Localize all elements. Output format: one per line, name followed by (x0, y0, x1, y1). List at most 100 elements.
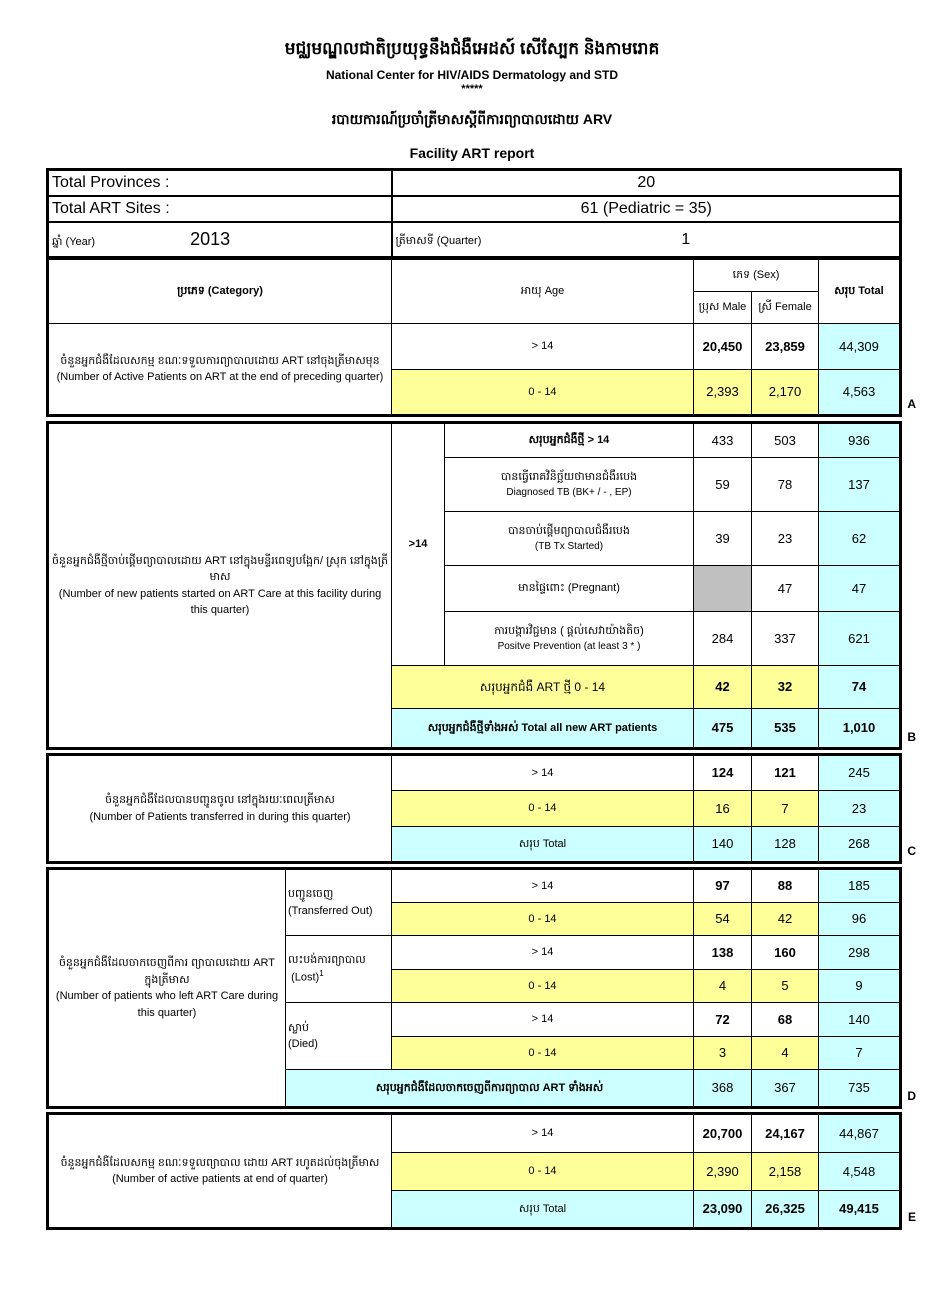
a-label: ចំនួនអ្នកជំងឺដែលសកម្ម ខណៈទទួលការព្យាបាលដ… (47, 323, 392, 416)
b-row-label: មានផ្ទៃពោះ (Pregnant) (444, 565, 694, 612)
section-letter: C (907, 844, 916, 858)
section-b: ចំនួនអ្នកជំងឺថ្មីចាប់ផ្តើមព្យាបាលដោយ ART… (46, 421, 916, 750)
b-female: 23 (751, 511, 819, 566)
age-child: 0 - 14 (391, 1152, 694, 1191)
year-label: ឆ្នាំ (Year) (52, 236, 96, 249)
a-label-km: ចំនួនអ្នកជំងឺដែលសកម្ម ខណៈទទួលការព្យាបាលដ… (60, 354, 380, 367)
d-male: 72 (693, 1002, 752, 1037)
age-child: 0 - 14 (391, 369, 694, 416)
b-child-male: 42 (693, 665, 752, 709)
a-child-total: 4,563 (818, 369, 901, 416)
e-child-female: 2,158 (751, 1152, 819, 1191)
age-child: 0 - 14 (391, 1036, 694, 1070)
b-child-female: 32 (751, 665, 819, 709)
d-group-label-km: ស្លាប់ (288, 1021, 309, 1034)
sites-label: Total ART Sites : (46, 195, 393, 223)
d-male: 4 (693, 969, 752, 1003)
col-male: ប្រុស Male (693, 291, 752, 324)
section-d: ចំនួនអ្នកជំងឺដែលចាកចេញពីការ ព្យាបាលដោយ A… (46, 867, 916, 1109)
c-adult-total: 245 (818, 754, 901, 791)
c-child-male: 16 (693, 790, 752, 827)
b-row-label: សរុបអ្នកជំងឺថ្មី > 14 (444, 422, 694, 458)
section-e: ចំនួនអ្នកជំងឺដែលសកម្ម ខណៈទទួលព្យាបាល ដោយ… (46, 1112, 916, 1230)
section-letter: E (907, 1210, 916, 1224)
b-total: 621 (818, 611, 901, 666)
d-male: 97 (693, 868, 752, 903)
c-adult-female: 121 (751, 754, 819, 791)
b-total-female: 535 (751, 708, 819, 749)
b-age: >14 (391, 422, 445, 666)
d-group-label-en: (Transferred Out) (288, 904, 373, 917)
col-sex: ភេទ (Sex) (692, 257, 820, 292)
b-child-label: សរុបអ្នកជំងឺ ART ថ្មី 0 - 14 (391, 665, 694, 709)
d-group-label-en: (Died) (288, 1038, 318, 1050)
c-child-total: 23 (818, 790, 901, 827)
d-female: 4 (751, 1036, 819, 1070)
e-label: ចំនួនអ្នកជំងឺដែលសកម្ម ខណៈទទួលព្យាបាល ដោយ… (47, 1113, 392, 1229)
report-title: Facility ART report (409, 145, 535, 161)
section-letter: A (907, 397, 916, 411)
col-category: ប្រភេទ (Category) (47, 257, 392, 324)
d-male: 54 (693, 902, 752, 936)
sites-value: 61 (Pediatric = 35) (390, 195, 902, 223)
quarter-value: 1 (681, 230, 691, 248)
b-label-en: (Number of new patients started on ART C… (58, 587, 382, 617)
d-label-km: ចំនួនអ្នកជំងឺដែលចាកចេញពីការ ព្យាបាលដោយ A… (58, 957, 276, 986)
c-label: ចំនួនអ្នកជំងឺដែលបានបញ្ជូនចូល នៅក្នុងរយៈព… (47, 754, 392, 863)
d-female: 5 (751, 969, 819, 1003)
section-letter: D (907, 1089, 916, 1103)
d-total-female: 367 (751, 1069, 819, 1108)
d-total: 185 (818, 868, 901, 903)
quarter-cell: ត្រីមាសទី (Quarter) 1 (390, 221, 902, 259)
b-label-km: ចំនួនអ្នកជំងឺថ្មីចាប់ផ្តើមព្យាបាលដោយ ART… (51, 554, 389, 584)
b-total: 47 (818, 565, 901, 612)
d-female: 160 (751, 935, 819, 970)
a-adult-female: 23,859 (750, 323, 820, 370)
age-child: 0 - 14 (391, 969, 694, 1003)
a-adult-male: 20,450 (693, 323, 752, 370)
b-female: 47 (751, 565, 819, 612)
e-total-label: សរុប Total (391, 1190, 694, 1229)
d-male: 138 (693, 935, 752, 970)
e-total-male: 23,090 (693, 1190, 752, 1229)
b-total: 62 (818, 511, 901, 566)
b-male: 284 (693, 611, 752, 666)
provinces-value: 20 (390, 168, 902, 197)
age-adult: > 14 (391, 1113, 694, 1153)
d-total: 9 (818, 969, 901, 1003)
d-total: 7 (818, 1036, 901, 1070)
c-total-female: 128 (751, 826, 819, 863)
b-total-label: សរុបអ្នកជំងឺថ្មីទាំងអស់ Total all new AR… (391, 708, 694, 749)
d-total: 298 (818, 935, 901, 970)
age-child: 0 - 14 (391, 790, 694, 827)
a-child-male: 2,393 (693, 369, 752, 416)
b-female: 337 (751, 611, 819, 666)
col-total: សរុប Total (818, 257, 901, 324)
c-total-label: សរុប Total (391, 826, 694, 863)
subtitle-km: របាយការណ៍ប្រចាំត្រីមាសស្តីពីការព្យាបាលដោ… (331, 111, 613, 127)
e-adult-total: 44,867 (818, 1113, 901, 1153)
d-male: 3 (693, 1036, 752, 1070)
b-female: 503 (751, 422, 819, 458)
age-adult: > 14 (391, 323, 694, 370)
b-male: 59 (693, 457, 752, 512)
age-adult: > 14 (391, 868, 694, 903)
year-value: 2013 (190, 229, 231, 250)
d-total: 96 (818, 902, 901, 936)
c-total-male: 140 (693, 826, 752, 863)
footnote-mark: 1 (319, 969, 324, 979)
e-child-total: 4,548 (818, 1152, 901, 1191)
d-group-label-en: (Lost) (291, 971, 320, 984)
age-adult: > 14 (391, 754, 694, 791)
b-row-label-km: ការបង្ការវិជ្ជមាន ( ផ្តល់សេវាយ៉ាងតិច) (494, 624, 644, 637)
e-adult-male: 20,700 (693, 1113, 752, 1153)
b-female: 78 (751, 457, 819, 512)
d-total-total: 735 (818, 1069, 901, 1108)
d-female: 68 (751, 1002, 819, 1037)
a-label-en: (Number of Active Patients on ART at the… (56, 371, 384, 383)
b-row-label: បានចាប់ផ្តើមព្យាបាលជំងឺរបេង (TB Tx Starte… (444, 511, 694, 566)
d-group-label: បញ្ជូនចេញ (Transferred Out) (285, 868, 392, 936)
title-en: National Center for HIV/AIDS Dermatology… (325, 68, 619, 82)
b-male-na (693, 565, 752, 612)
col-age: អាយុ Age (391, 257, 694, 324)
